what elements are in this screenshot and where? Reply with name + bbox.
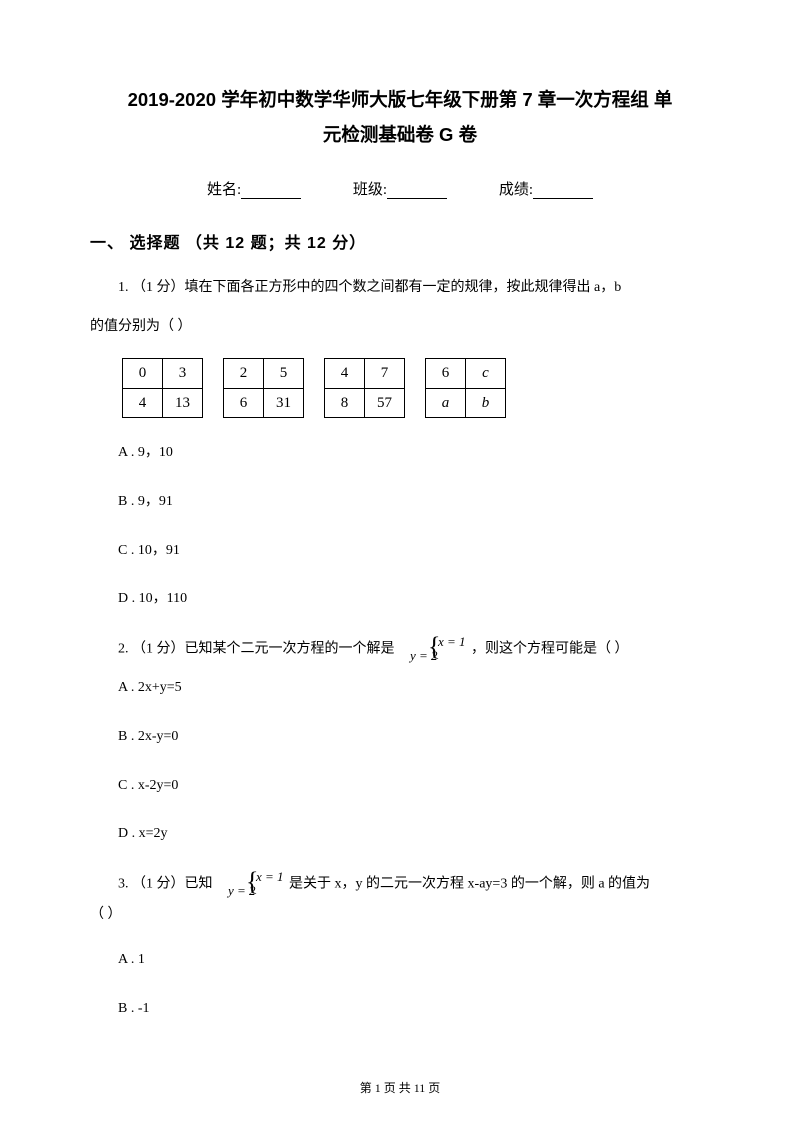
q1-stem-2: 的值分别为（ ） xyxy=(90,314,710,341)
q2-stem: 2. （1 分）已知某个二元一次方程的一个解是 x = 1y = 2 ，则这个方… xyxy=(90,635,710,664)
question-3: 3. （1 分）已知 x = 1y = 2 是关于 x，y 的二元一次方程 x-… xyxy=(90,870,710,1022)
name-label: 姓名: xyxy=(207,182,241,198)
q1-table-2: 25 631 xyxy=(223,358,304,418)
cell: 4 xyxy=(123,388,163,418)
cell: 3 xyxy=(163,359,203,389)
cell: c xyxy=(466,359,506,389)
cell: 57 xyxy=(365,388,405,418)
q3-stem-b: 是关于 x，y 的二元一次方程 x-ay=3 的一个解，则 a 的值为 xyxy=(286,876,650,891)
q3-option-b: B . -1 xyxy=(90,996,710,1023)
q1-tables-row: 03 413 25 631 47 857 6c ab xyxy=(122,358,710,418)
q1-table-1: 03 413 xyxy=(122,358,203,418)
cell: 31 xyxy=(264,388,304,418)
brace-bot: y = 2 xyxy=(228,883,256,898)
q1-option-d: D . 10，110 xyxy=(90,586,710,613)
score-blank xyxy=(533,183,593,199)
section-1-heading: 一、 选择题 （共 12 题；共 12 分） xyxy=(90,229,710,253)
student-info-line: 姓名: 班级: 成绩: xyxy=(90,178,710,199)
cell: 2 xyxy=(224,359,264,389)
q3-brace: x = 1y = 2 xyxy=(218,870,284,899)
cell: 6 xyxy=(426,359,466,389)
q3-stem-c: （ ） xyxy=(90,902,710,929)
q1-option-b: B . 9，91 xyxy=(90,489,710,516)
page-footer: 第 1 页 共 11 页 xyxy=(0,1079,800,1096)
cell: 7 xyxy=(365,359,405,389)
q2-option-b: B . 2x-y=0 xyxy=(90,724,710,751)
cell: 8 xyxy=(325,388,365,418)
q2-option-a: A . 2x+y=5 xyxy=(90,675,710,702)
q1-table-3: 47 857 xyxy=(324,358,405,418)
cell: 13 xyxy=(163,388,203,418)
q1-option-a: A . 9，10 xyxy=(90,440,710,467)
cell: 0 xyxy=(123,359,163,389)
q1-table-4: 6c ab xyxy=(425,358,506,418)
question-2: 2. （1 分）已知某个二元一次方程的一个解是 x = 1y = 2 ，则这个方… xyxy=(90,635,710,848)
cell: 6 xyxy=(224,388,264,418)
q1-stem-1: 1. （1 分）填在下面各正方形中的四个数之间都有一定的规律，按此规律得出 a，… xyxy=(90,275,710,302)
cell: b xyxy=(466,388,506,418)
class-label: 班级: xyxy=(353,182,387,198)
cell: 5 xyxy=(264,359,304,389)
q3-option-a: A . 1 xyxy=(90,947,710,974)
q2-stem-a: 2. （1 分）已知某个二元一次方程的一个解是 xyxy=(118,641,398,656)
q2-option-c: C . x-2y=0 xyxy=(90,773,710,800)
cell: 4 xyxy=(325,359,365,389)
class-blank xyxy=(387,183,447,199)
title-line-1: 2019-2020 学年初中数学华师大版七年级下册第 7 章一次方程组 单 xyxy=(90,82,710,117)
q1-option-c: C . 10，91 xyxy=(90,538,710,565)
brace-top: x = 1 xyxy=(256,869,284,884)
brace-top: x = 1 xyxy=(438,634,466,649)
q3-stem: 3. （1 分）已知 x = 1y = 2 是关于 x，y 的二元一次方程 x-… xyxy=(90,870,710,899)
name-blank xyxy=(241,183,301,199)
cell: a xyxy=(426,388,466,418)
brace-bot: y = 2 xyxy=(410,648,438,663)
title-block: 2019-2020 学年初中数学华师大版七年级下册第 7 章一次方程组 单 元检… xyxy=(90,82,710,152)
q3-stem-a: 3. （1 分）已知 xyxy=(118,876,216,891)
score-label: 成绩: xyxy=(499,182,533,198)
question-1: 1. （1 分）填在下面各正方形中的四个数之间都有一定的规律，按此规律得出 a，… xyxy=(90,275,710,613)
q2-option-d: D . x=2y xyxy=(90,821,710,848)
title-line-2: 元检测基础卷 G 卷 xyxy=(90,117,710,152)
q2-brace: x = 1y = 2 xyxy=(400,635,466,664)
q2-stem-b: ，则这个方程可能是（ ） xyxy=(468,641,629,656)
